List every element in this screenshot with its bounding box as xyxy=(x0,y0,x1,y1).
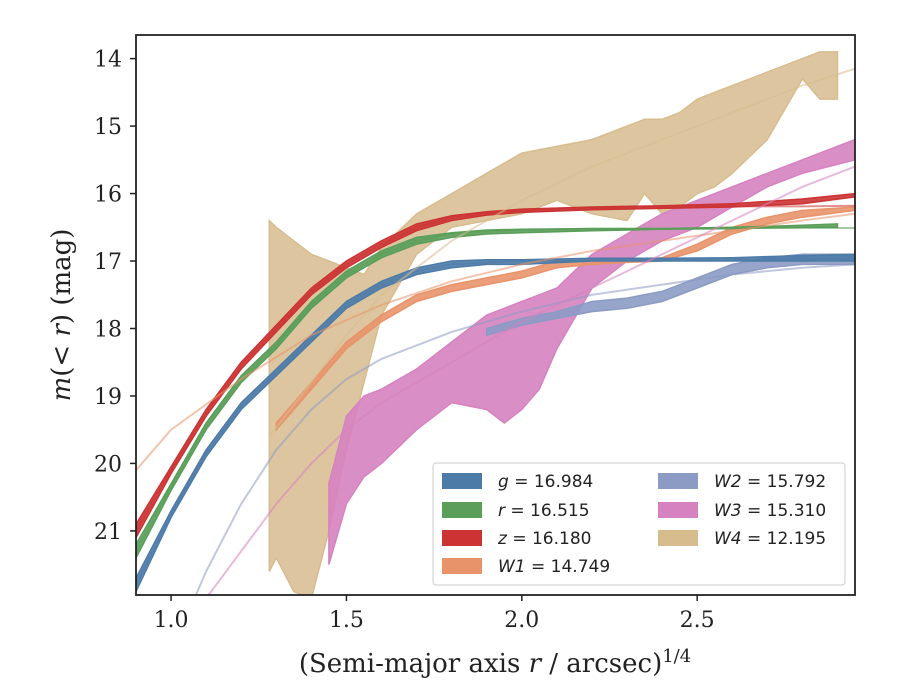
legend-label: W3 = 15.310 xyxy=(714,501,826,521)
legend-label: r = 16.515 xyxy=(498,501,590,521)
y-tick-label: 16 xyxy=(94,183,122,208)
x-tick-label: 2.5 xyxy=(680,608,715,633)
legend: g = 16.984 r = 16.515 z = 16.180 W1 = 14.74… xyxy=(433,463,845,585)
y-tick-label: 18 xyxy=(94,317,122,342)
legend-swatch xyxy=(658,530,698,546)
x-tick-label: 1.0 xyxy=(154,608,189,633)
legend-swatch xyxy=(442,473,482,489)
legend-label: W2 = 15.792 xyxy=(714,472,826,492)
legend-swatch xyxy=(442,530,482,546)
legend-label: W4 = 12.195 xyxy=(714,529,826,549)
legend-label: z = 16.180 xyxy=(497,529,591,549)
y-tick-label: 21 xyxy=(94,520,122,545)
legend-swatch xyxy=(658,502,698,518)
x-axis: 1.0 1.5 2.0 2.5 xyxy=(154,595,715,633)
y-axis-title: m(< r) (mag) xyxy=(47,229,77,402)
x-axis-title: (Semi-major axis r / arcsec)1/4 xyxy=(299,646,691,679)
y-tick-label: 19 xyxy=(94,385,122,410)
legend-swatch xyxy=(442,502,482,518)
legend-label: g = 16.984 xyxy=(498,472,593,492)
y-tick-label: 17 xyxy=(94,250,122,275)
y-axis: 14 15 16 17 18 19 20 21 xyxy=(94,48,136,545)
x-tick-label: 2.0 xyxy=(504,608,539,633)
y-tick-label: 20 xyxy=(94,452,122,477)
x-tick-label: 1.5 xyxy=(329,608,364,633)
legend-swatch xyxy=(658,473,698,489)
legend-swatch xyxy=(442,558,482,574)
legend-label: W1 = 14.749 xyxy=(498,557,610,577)
y-tick-label: 14 xyxy=(94,48,122,73)
y-tick-label: 15 xyxy=(94,115,122,140)
